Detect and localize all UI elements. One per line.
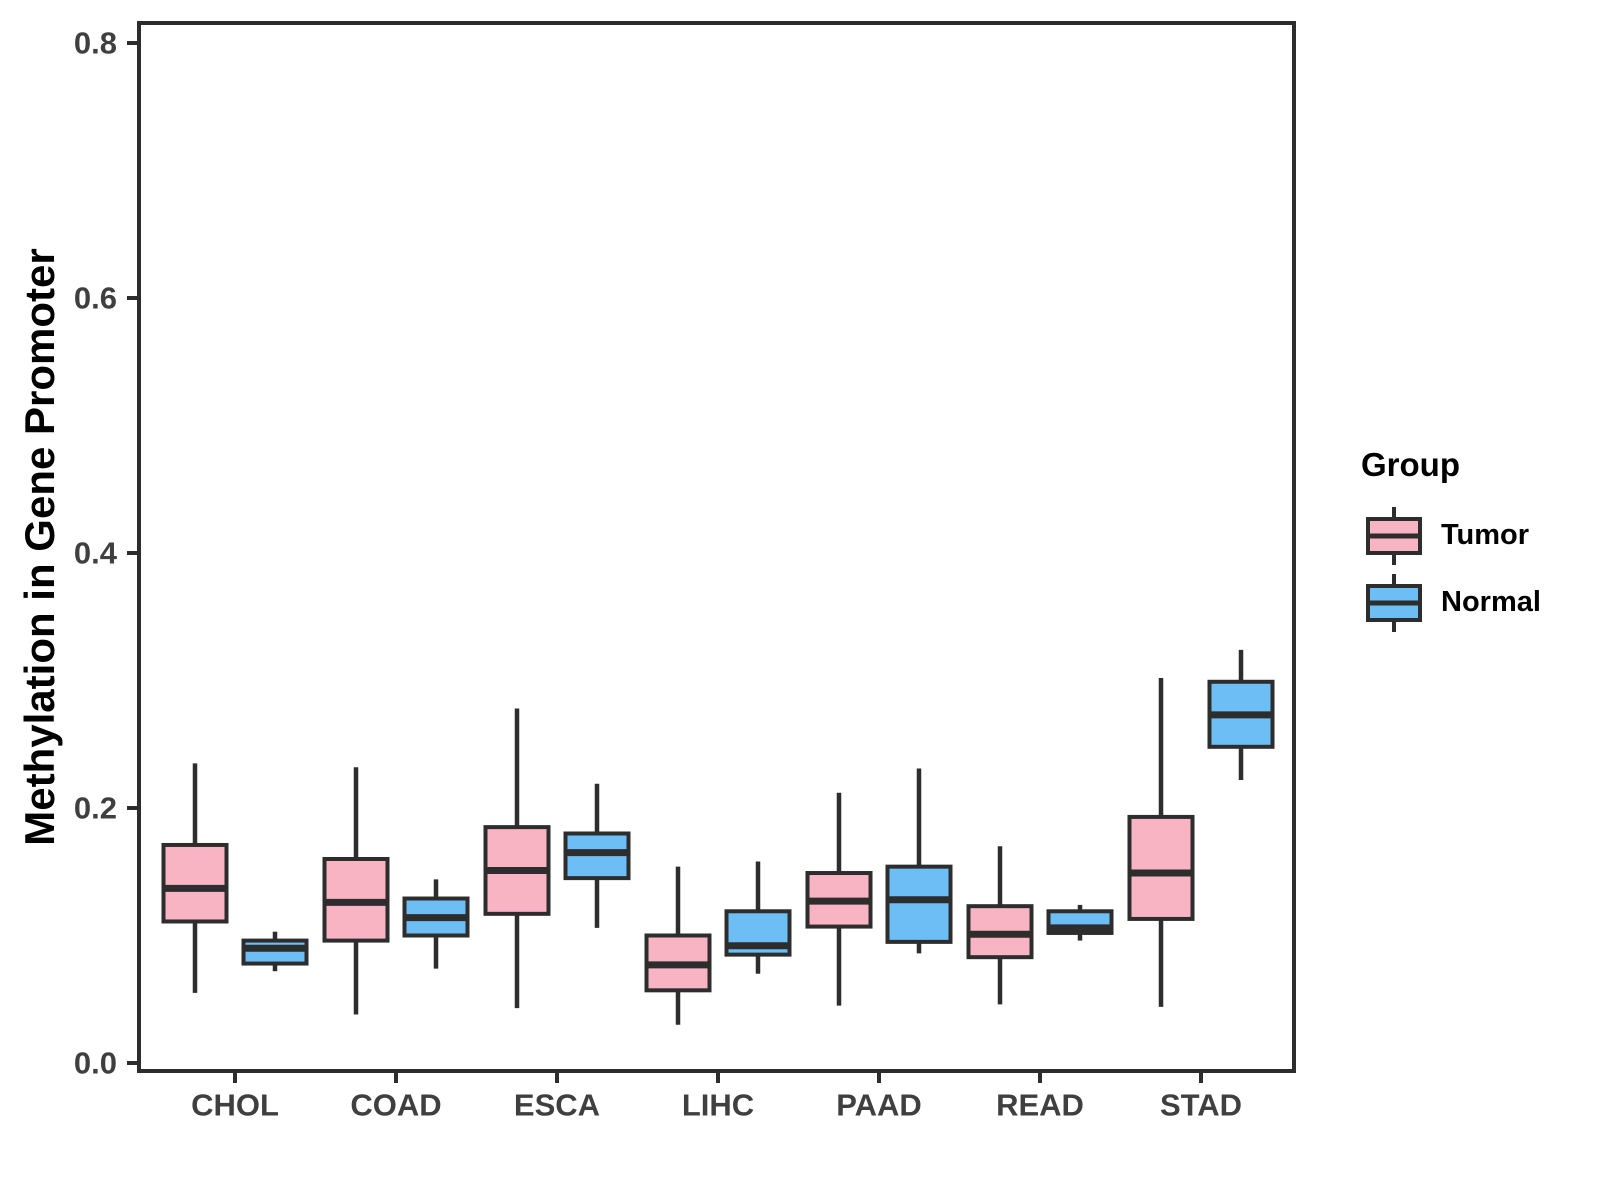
box-normal-PAAD bbox=[885, 864, 953, 944]
y-tick-label: 0.6 bbox=[74, 281, 117, 316]
boxplot-key-glyph bbox=[1366, 573, 1422, 632]
x-category-label: ESCA bbox=[514, 1088, 600, 1123]
y-tick-label: 0.0 bbox=[74, 1046, 117, 1081]
legend-item-normal: Normal bbox=[1361, 569, 1541, 636]
tumor-boxplot-key-icon bbox=[1365, 505, 1423, 567]
boxplot-key-glyph bbox=[1366, 506, 1422, 565]
normal-boxplot-key-icon bbox=[1365, 572, 1423, 634]
x-category-label: PAAD bbox=[836, 1088, 922, 1123]
legend-label-tumor: Tumor bbox=[1441, 519, 1530, 551]
x-category-label: STAD bbox=[1160, 1088, 1242, 1123]
box-tumor-CHOL bbox=[161, 842, 229, 924]
y-tick-label: 0.4 bbox=[74, 536, 118, 571]
legend-item-tumor: Tumor bbox=[1361, 502, 1541, 569]
legend-label-normal: Normal bbox=[1441, 586, 1541, 618]
x-category-label: CHOL bbox=[191, 1088, 279, 1123]
y-tick-label: 0.2 bbox=[74, 791, 117, 826]
box-tumor-STAD bbox=[1127, 814, 1195, 921]
y-tick-label: 0.8 bbox=[74, 26, 117, 61]
panel-border bbox=[137, 21, 1296, 1073]
x-category-label: LIHC bbox=[682, 1088, 754, 1123]
box-normal-CHOL bbox=[241, 938, 309, 966]
legend: Group Tumor Normal bbox=[1361, 446, 1541, 636]
x-category-label: READ bbox=[996, 1088, 1084, 1123]
legend-title: Group bbox=[1361, 446, 1460, 483]
x-category-label: COAD bbox=[350, 1088, 441, 1123]
